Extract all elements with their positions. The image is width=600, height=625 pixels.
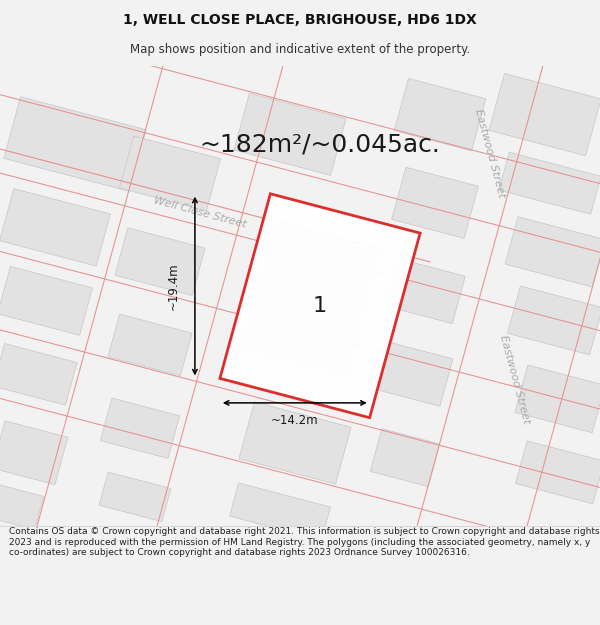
Text: Contains OS data © Crown copyright and database right 2021. This information is : Contains OS data © Crown copyright and d… — [9, 528, 599, 557]
Polygon shape — [240, 226, 380, 376]
Polygon shape — [370, 429, 440, 486]
Text: Eastwood Street: Eastwood Street — [499, 334, 532, 425]
Polygon shape — [385, 259, 465, 324]
Polygon shape — [220, 194, 420, 418]
Text: ~182m²/~0.045ac.: ~182m²/~0.045ac. — [200, 132, 440, 156]
Text: ~19.4m: ~19.4m — [166, 262, 179, 310]
Text: ~14.2m: ~14.2m — [271, 414, 319, 427]
Text: 1, WELL CLOSE PLACE, BRIGHOUSE, HD6 1DX: 1, WELL CLOSE PLACE, BRIGHOUSE, HD6 1DX — [123, 12, 477, 27]
Polygon shape — [515, 365, 600, 432]
Polygon shape — [4, 97, 146, 191]
Polygon shape — [115, 228, 205, 296]
Polygon shape — [0, 266, 92, 335]
Polygon shape — [0, 189, 110, 266]
Polygon shape — [108, 314, 192, 376]
Text: Map shows position and indicative extent of the property.: Map shows position and indicative extent… — [130, 42, 470, 56]
Polygon shape — [0, 484, 44, 529]
Polygon shape — [489, 74, 600, 156]
Polygon shape — [508, 286, 600, 355]
Polygon shape — [119, 136, 221, 211]
Text: Eastwood Street: Eastwood Street — [473, 108, 506, 199]
Text: 1: 1 — [313, 296, 327, 316]
Polygon shape — [100, 398, 179, 458]
Polygon shape — [234, 93, 346, 175]
Polygon shape — [99, 472, 171, 522]
Polygon shape — [394, 79, 486, 151]
Polygon shape — [505, 217, 600, 287]
Polygon shape — [377, 342, 453, 406]
Polygon shape — [239, 402, 351, 484]
Polygon shape — [0, 421, 68, 484]
Polygon shape — [499, 152, 600, 214]
Polygon shape — [230, 483, 331, 540]
Polygon shape — [0, 344, 77, 405]
Polygon shape — [515, 441, 600, 504]
Text: Well Close Street: Well Close Street — [152, 196, 247, 230]
Polygon shape — [392, 168, 478, 238]
